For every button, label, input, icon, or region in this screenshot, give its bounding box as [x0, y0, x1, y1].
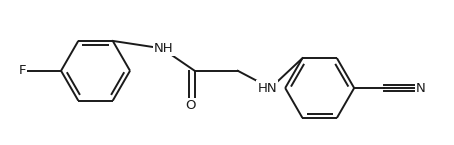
Text: HN: HN	[257, 81, 277, 95]
Text: N: N	[416, 81, 425, 95]
Text: F: F	[19, 64, 26, 77]
Text: NH: NH	[154, 42, 173, 55]
Text: O: O	[185, 99, 196, 112]
